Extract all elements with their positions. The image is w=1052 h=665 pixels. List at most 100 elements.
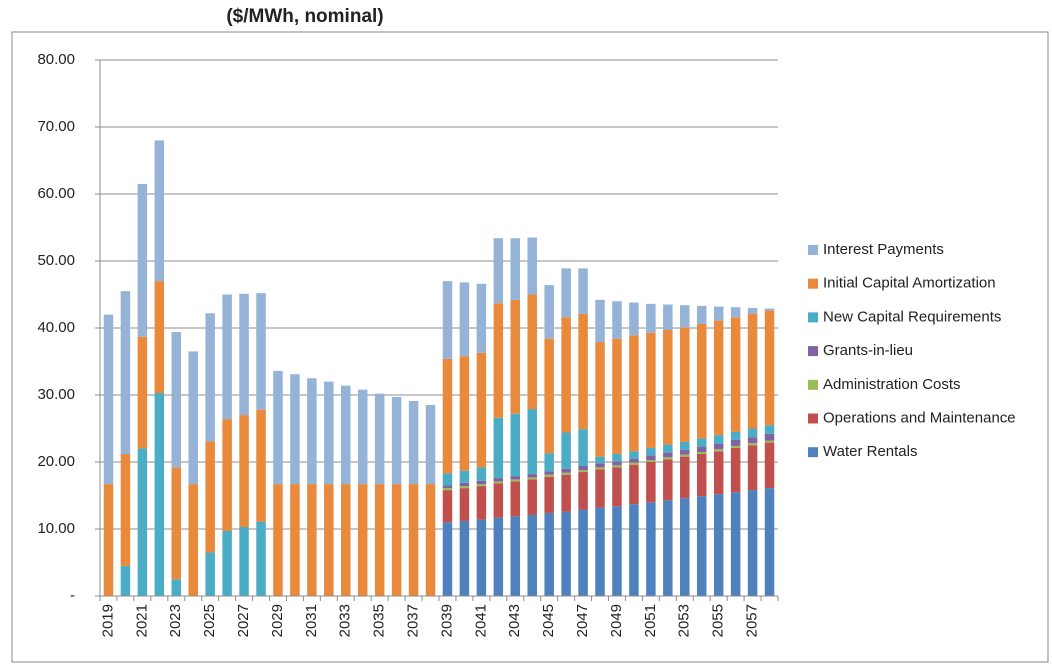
bar-segment — [103, 314, 114, 485]
bar-segment — [205, 313, 215, 442]
bar-segment — [680, 327, 690, 442]
bar-segment — [764, 488, 775, 596]
bar-segment — [442, 522, 453, 596]
bar-segment — [324, 484, 334, 596]
bar-segment — [663, 330, 673, 445]
x-tick-label: 2037 — [405, 604, 422, 637]
bar-segment — [696, 451, 707, 454]
x-tick-label: 2027 — [235, 604, 252, 637]
bar-segment — [629, 335, 639, 452]
bar-segment — [561, 511, 571, 596]
bar-segment — [730, 445, 741, 448]
bar-segment — [222, 531, 232, 596]
bar-segment — [747, 313, 758, 429]
bar-segment — [527, 474, 537, 478]
x-tick-label: 2025 — [201, 604, 218, 637]
bar-segment — [595, 463, 605, 468]
bar-segment — [629, 464, 639, 505]
bar-segment — [188, 351, 198, 485]
y-tick-label: 30.00 — [37, 386, 75, 403]
bar-segment — [290, 484, 300, 596]
bar-segment — [595, 469, 605, 508]
bar-segment — [730, 439, 741, 446]
bar-segment — [273, 370, 283, 485]
bar-segment — [747, 307, 758, 314]
x-tick-label: 2043 — [506, 604, 523, 637]
bar-segment — [544, 512, 554, 596]
bar-segment — [646, 447, 656, 456]
bar-segment — [120, 291, 131, 454]
bar-segment — [442, 358, 453, 474]
bar-segment — [459, 520, 470, 596]
bar-segment — [646, 303, 656, 333]
legend-label: Grants-in-lieu — [823, 342, 913, 359]
bar-segment — [256, 409, 266, 522]
bar-segment — [680, 441, 690, 450]
bar-segment — [561, 472, 571, 475]
bar-segment — [493, 478, 504, 482]
x-tick-label: 2035 — [371, 604, 388, 637]
bar-segment — [747, 490, 758, 596]
bar-segment — [459, 282, 470, 357]
chart-title: ($/MWh, nominal) — [226, 6, 383, 27]
bar-segment — [764, 425, 775, 434]
bar-segment — [459, 486, 470, 489]
bar-segment — [561, 268, 571, 318]
bar-segment — [730, 317, 741, 432]
bar-segment — [510, 516, 521, 596]
bar-segment — [442, 490, 453, 523]
bar-segment — [341, 484, 351, 596]
bar-segment — [476, 486, 487, 520]
x-tick-label: 2055 — [710, 604, 727, 637]
bar-segment — [578, 466, 588, 471]
bar-segment — [713, 449, 724, 452]
bar-segment — [764, 442, 775, 489]
bar-segment — [544, 474, 554, 477]
bar-segment — [256, 293, 266, 410]
bar-segment — [696, 305, 707, 324]
y-tick-label: 20.00 — [37, 453, 75, 470]
bar-segment — [629, 451, 639, 459]
bar-segment — [493, 483, 504, 518]
bar-segment — [391, 484, 402, 596]
x-tick-label: 2021 — [133, 604, 150, 637]
bar-segment — [764, 308, 775, 311]
bar-segment — [273, 484, 283, 596]
bar-segment — [290, 374, 300, 485]
bar-segment — [527, 479, 537, 515]
bar-segment — [612, 301, 622, 339]
bar-segment — [476, 467, 487, 481]
bar-segment — [171, 467, 182, 580]
bar-segment — [713, 306, 724, 321]
bar-segment — [374, 484, 385, 596]
bar-segment — [680, 454, 690, 457]
bar-segment — [595, 299, 605, 343]
x-tick-label: 2019 — [99, 604, 116, 637]
bar-segment — [510, 481, 521, 517]
bar-segment — [256, 521, 266, 596]
bar-segment — [120, 565, 131, 596]
bar-segment — [713, 451, 724, 495]
bar-segment — [324, 381, 334, 485]
x-tick-label: 2033 — [337, 604, 354, 637]
bar-segment — [764, 440, 775, 443]
bar-segment — [544, 338, 554, 454]
bar-segment — [663, 444, 673, 453]
bar-segment — [493, 417, 504, 479]
bar-segment — [612, 338, 622, 454]
bar-segment — [663, 459, 673, 501]
bar-segment — [341, 385, 351, 485]
bar-segment — [239, 293, 249, 416]
bar-segment — [137, 448, 148, 596]
bar-segment — [510, 299, 521, 414]
bar-segment — [646, 462, 656, 503]
bar-segment — [612, 461, 622, 466]
bar-segment — [239, 415, 249, 527]
legend-swatch — [808, 447, 818, 458]
x-tick-label: 2029 — [269, 604, 286, 637]
bar-segment — [713, 320, 724, 436]
x-tick-label: 2053 — [676, 604, 693, 637]
bar-segment — [595, 342, 605, 457]
bar-segment — [747, 445, 758, 491]
